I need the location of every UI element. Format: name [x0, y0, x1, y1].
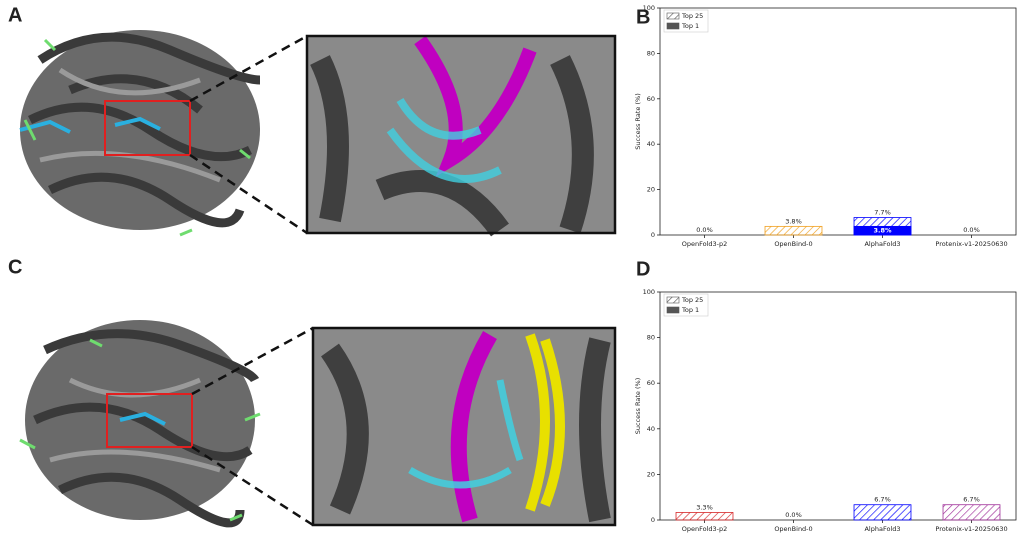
- y-tick-label: 0: [651, 516, 655, 524]
- y-tick-label: 40: [647, 425, 655, 433]
- x-tick-label: AlphaFold3: [864, 240, 900, 248]
- y-axis-label: Success Rate (%): [634, 93, 642, 149]
- bar: [942, 504, 1001, 521]
- bar: [853, 504, 912, 521]
- y-tick-label: 100: [643, 4, 655, 12]
- bar: [764, 225, 823, 236]
- protein-image-c: [19, 320, 314, 528]
- legend-label: Top 1: [681, 22, 699, 30]
- value-label: 6.7%: [963, 496, 980, 504]
- plot-frame: [659, 291, 1017, 521]
- panel-label: C: [8, 256, 22, 278]
- legend-swatch: [666, 306, 680, 314]
- bar: [675, 512, 734, 521]
- x-tick-label: OpenFold3-p2: [682, 240, 728, 248]
- legend-swatch: [666, 296, 680, 304]
- legend-label: Top 1: [681, 306, 699, 314]
- value-label: 3.8%: [873, 227, 892, 235]
- value-label: 3.8%: [785, 217, 802, 225]
- y-axis-label: Success Rate (%): [634, 378, 642, 434]
- bar: [853, 225, 912, 236]
- y-tick-label: 20: [647, 186, 655, 194]
- y-tick-label: 60: [647, 379, 655, 387]
- protein-image-a: [19, 30, 308, 237]
- legend-swatch: [666, 22, 680, 30]
- value-label: 6.7%: [874, 496, 891, 504]
- x-tick-label: OpenBind-0: [774, 525, 812, 533]
- panel-label: D: [636, 258, 650, 280]
- value-label: 3.3%: [696, 503, 713, 511]
- value-label: 0.0%: [963, 226, 980, 234]
- plot-frame: [659, 7, 1017, 236]
- legend-label: Top 25: [681, 12, 703, 20]
- value-label: 0.0%: [785, 511, 802, 519]
- y-tick-label: 80: [647, 334, 655, 342]
- y-tick-label: 0: [651, 231, 655, 239]
- x-tick-label: OpenBind-0: [774, 240, 812, 248]
- y-tick-label: 60: [647, 95, 655, 103]
- x-tick-label: Protenix-v1-20250630: [935, 525, 1007, 533]
- x-tick-label: AlphaFold3: [864, 525, 900, 533]
- value-label: 0.0%: [696, 226, 713, 234]
- zoom-image-a: [305, 34, 617, 237]
- x-tick-label: Protenix-v1-20250630: [935, 240, 1007, 248]
- y-tick-label: 40: [647, 140, 655, 148]
- y-tick-label: 100: [643, 288, 655, 296]
- panel-label: A: [8, 4, 22, 26]
- legend-label: Top 25: [681, 296, 703, 304]
- zoom-image-c: [311, 326, 617, 527]
- legend-swatch: [666, 12, 680, 20]
- y-tick-label: 80: [647, 49, 655, 57]
- x-tick-label: OpenFold3-p2: [682, 525, 728, 533]
- value-label: 7.7%: [874, 209, 891, 217]
- panel-label: B: [636, 6, 650, 28]
- y-tick-label: 20: [647, 470, 655, 478]
